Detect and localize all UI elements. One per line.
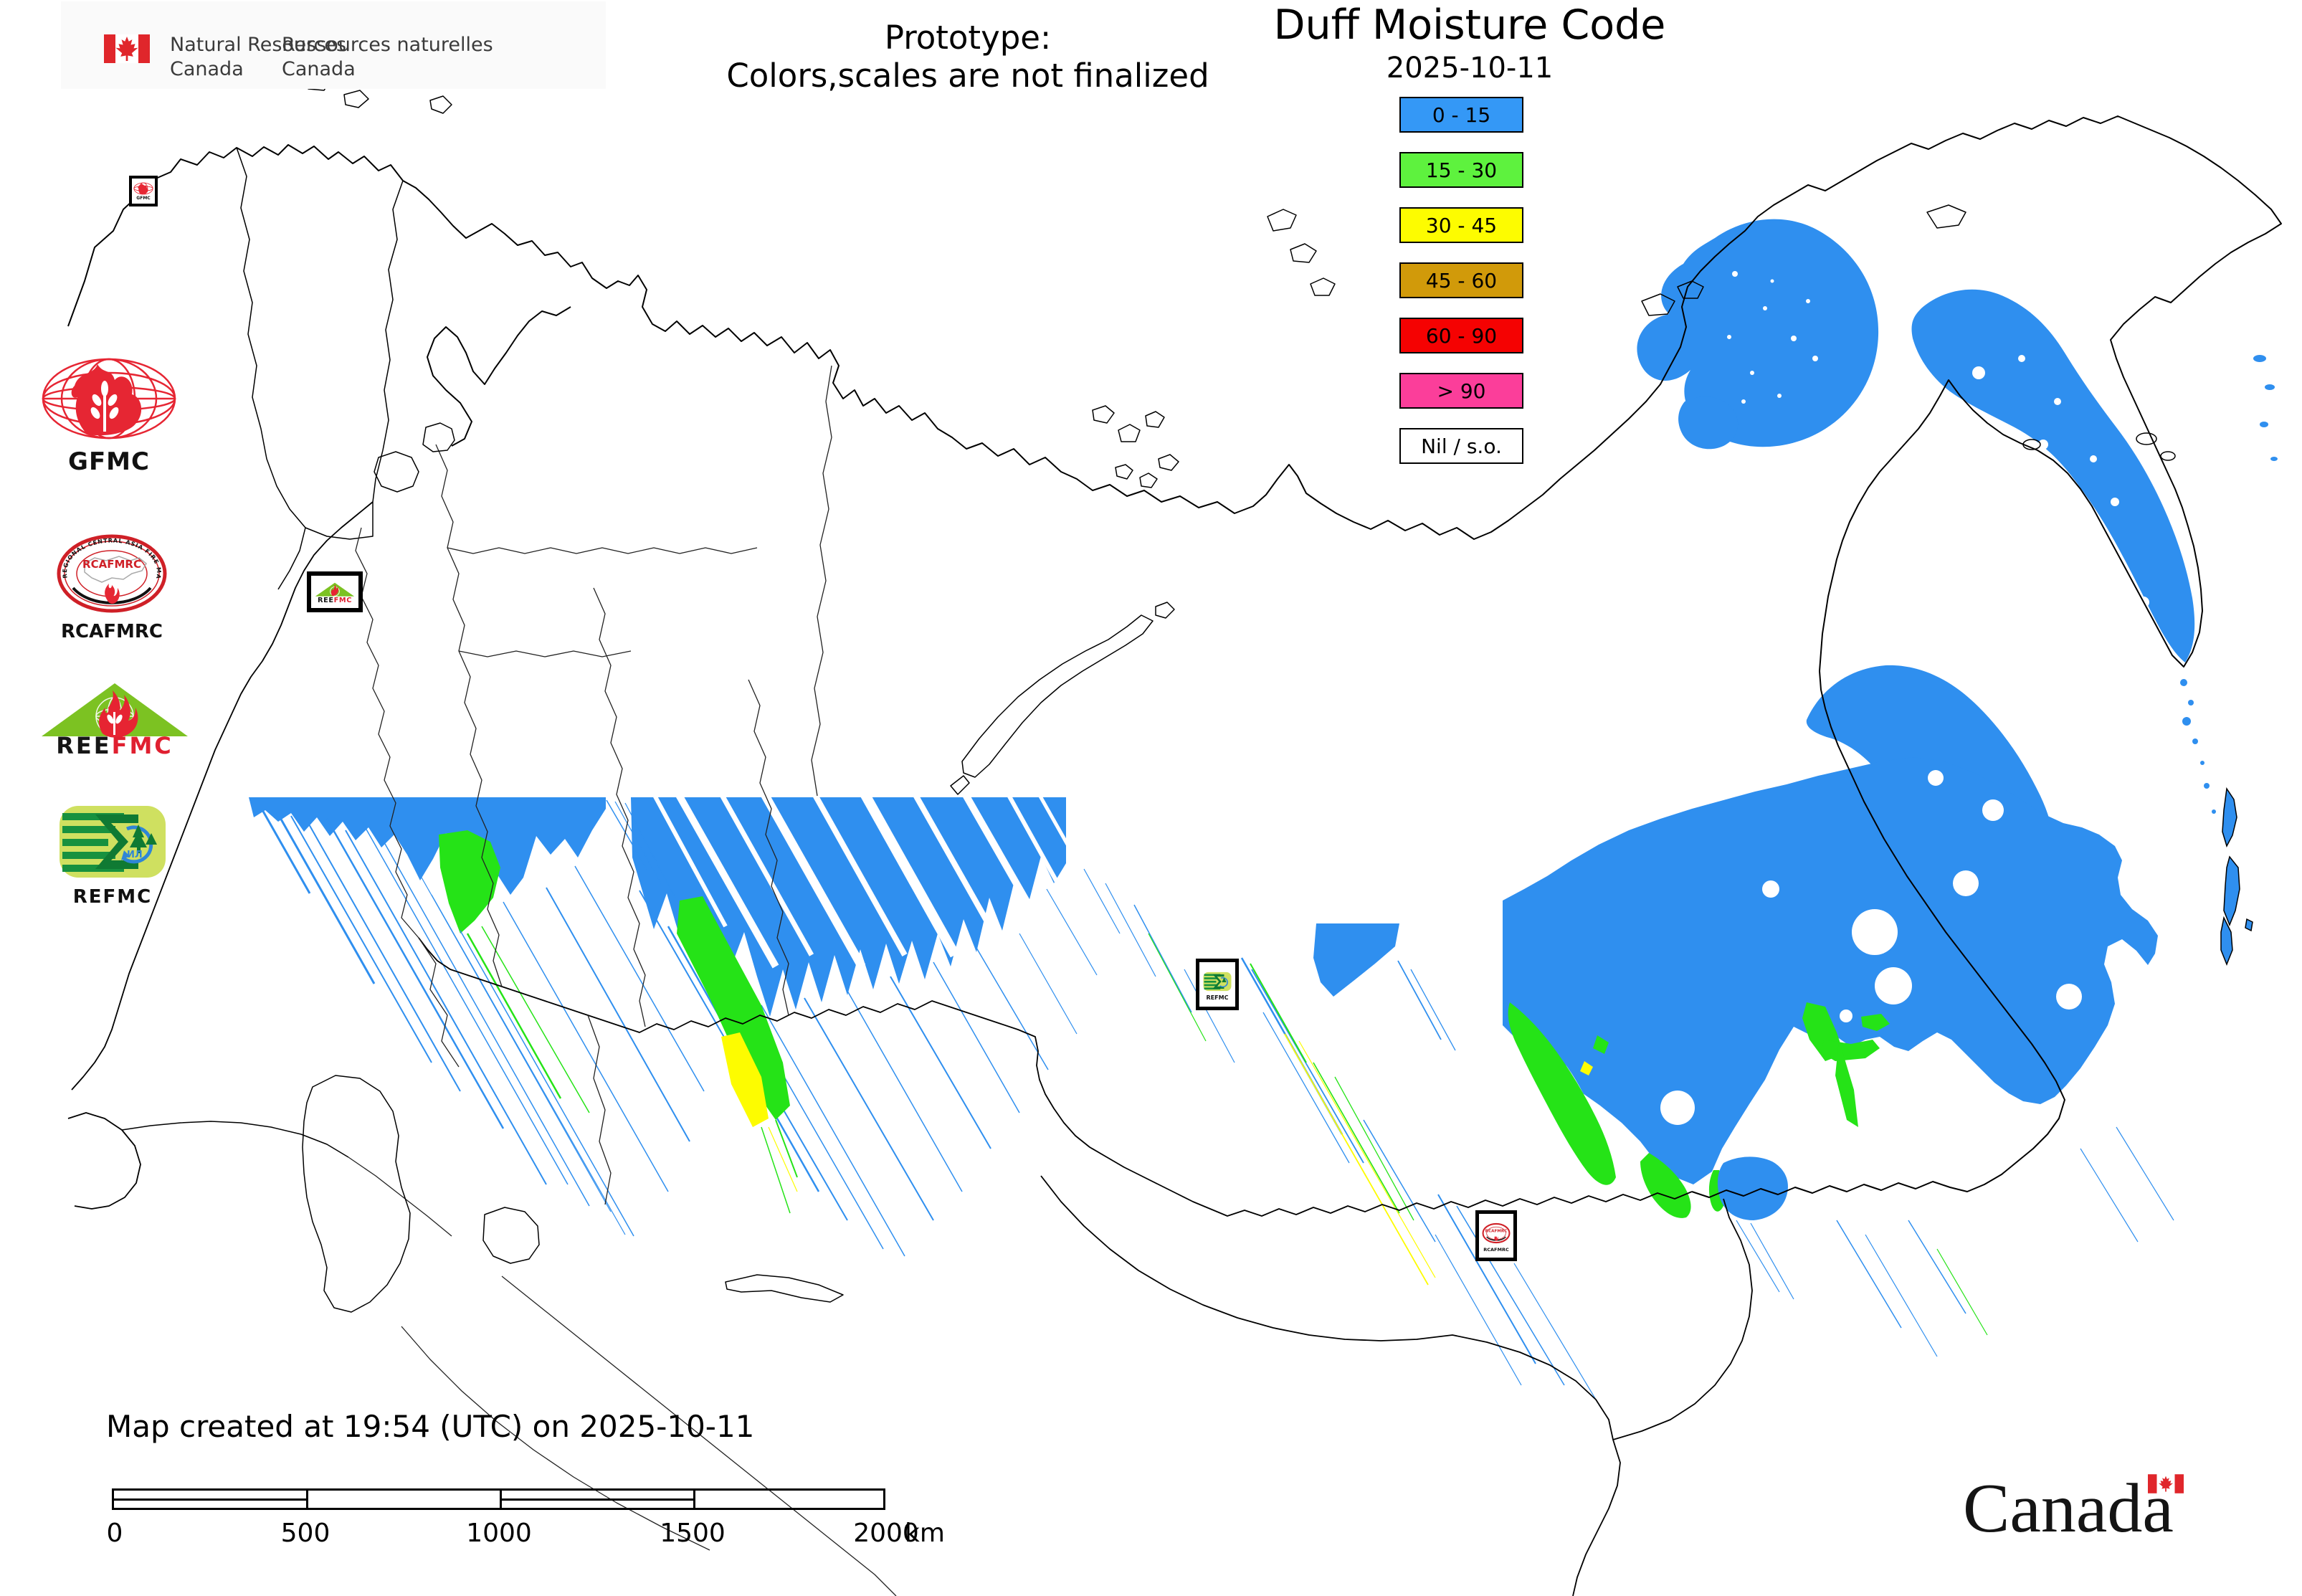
legend-item-nil: Nil / s.o. [1399,428,1523,464]
scale-unit: km [905,1519,945,1548]
gfmc-logo: GFMC [40,357,178,476]
legend-label: 0 - 15 [1432,103,1491,127]
title-block: Duff Moisture Code 2025-10-11 [1233,1,1706,85]
nrcan-english-title: Natural Resources Canada [170,33,346,82]
legend-item-45-60: 45 - 60 [1399,262,1523,298]
scale-tick-1500: 1500 [660,1519,726,1548]
refmc-map-marker: REFMC [1196,959,1239,1010]
rcafmrc-logo: REGIONAL CENTRAL ASIA FIRE MANAGEMENT RE… [53,528,168,642]
reefmc-triangle-icon: REEFMC [42,683,188,759]
gfmc-mini-icon [133,182,153,195]
rcafmrc-marker-label: RCAFMRC [1483,1246,1509,1253]
canada-wordmark-text: Canada [1963,1470,2174,1547]
refmc-logo: ИЛ REFMC [57,804,168,908]
scale-bar [112,1488,885,1510]
svg-text:REEFMC: REEFMC [318,596,352,604]
rcafmrc-acronym-inner: RCAFMRC [82,558,141,571]
reefmc-label-red: FMC [112,732,173,756]
gfmc-logo-label: GFMC [68,447,150,476]
scalebar-midline [114,1498,306,1501]
scalebar-divider [693,1491,695,1508]
legend-item-60-90: 60 - 90 [1399,318,1523,353]
reefmc-marker-label-red: FMC [334,596,352,604]
legend-item-gt90: > 90 [1399,373,1523,409]
nrcan-en-line2: Canada [170,58,244,80]
reefmc-marker-label-black: REE [318,596,334,604]
reefmc-label-black: REE [56,732,111,756]
nrcan-fr-line2: Canada [282,58,356,80]
scale-bar-labels: 0 500 1000 1500 2000 km [0,1519,1004,1550]
page-title: Duff Moisture Code [1273,1,1666,49]
gfmc-globe-flame-icon [42,358,176,440]
nrcan-fr-line1: Ressources naturelles [282,34,493,56]
svg-text:REEFMC: REEFMC [56,732,173,756]
legend-label: 45 - 60 [1425,268,1498,293]
rcafmrc-seal-icon: REGIONAL CENTRAL ASIA FIRE MANAGEMENT RE… [53,528,167,613]
scalebar-divider [500,1491,502,1508]
gfmc-marker-label: GFMC [136,196,151,201]
reefmc-mini-icon: REEFMC [315,582,355,604]
refmc-sigma-icon: ИЛ [60,806,166,878]
coastlines [67,65,2282,1596]
legend-label: 60 - 90 [1425,323,1498,348]
scale-tick-500: 500 [280,1519,330,1548]
reefmc-map-marker: REEFMC [307,571,363,612]
legend-item-0-15: 0 - 15 [1399,97,1523,133]
canada-flag-icon [104,34,150,63]
legend-label: 30 - 45 [1425,213,1498,237]
dmc-legend: 0 - 15 15 - 30 30 - 45 45 - 60 60 - 90 >… [1399,97,1523,483]
gfmc-map-marker: GFMC [129,176,158,206]
rcafmrc-mini-icon: RCAFMRC [1482,1222,1511,1243]
map-date: 2025-10-11 [1386,52,1554,85]
prototype-warning: Prototype: Colors,scales are not finaliz… [677,19,1258,95]
nrcan-signature: Natural Resources Canada Ressources natu… [61,1,606,89]
scale-tick-0: 0 [106,1519,123,1548]
legend-label: > 90 [1437,379,1486,403]
refmc-mini-icon [1203,972,1232,991]
rcafmrc-map-marker: RCAFMRC RCAFMRC [1475,1210,1517,1261]
reefmc-logo: REEFMC [40,682,189,759]
prototype-line2: Colors,scales are not finalized [726,57,1209,95]
dmc-data-layer [249,219,2278,1407]
canada-wordmark-flag-icon [2148,1474,2184,1493]
scalebar-divider [306,1491,308,1508]
legend-label: Nil / s.o. [1421,434,1502,458]
scalebar-midline [502,1498,693,1501]
scale-tick-2000: 2000 [853,1519,919,1548]
scale-tick-1000: 1000 [466,1519,532,1548]
rcafmrc-marker-acronym: RCAFMRC [1485,1229,1508,1233]
legend-item-15-30: 15 - 30 [1399,152,1523,188]
nrcan-en-line1: Natural Resources [170,34,347,56]
map-created-timestamp: Map created at 19:54 (UTC) on 2025-10-11 [106,1409,755,1444]
canada-wordmark: Canada [1963,1468,2221,1554]
refmc-marker-label: REFMC [1206,994,1229,1001]
rcafmrc-logo-label: RCAFMRC [61,621,163,642]
refmc-inner-text: ИЛ [127,850,143,860]
legend-item-30-45: 30 - 45 [1399,207,1523,243]
refmc-logo-label: REFMC [72,886,153,908]
legend-label: 15 - 30 [1425,158,1498,182]
nrcan-french-title: Ressources naturelles Canada [282,33,493,82]
prototype-line1: Prototype: [884,19,1052,57]
